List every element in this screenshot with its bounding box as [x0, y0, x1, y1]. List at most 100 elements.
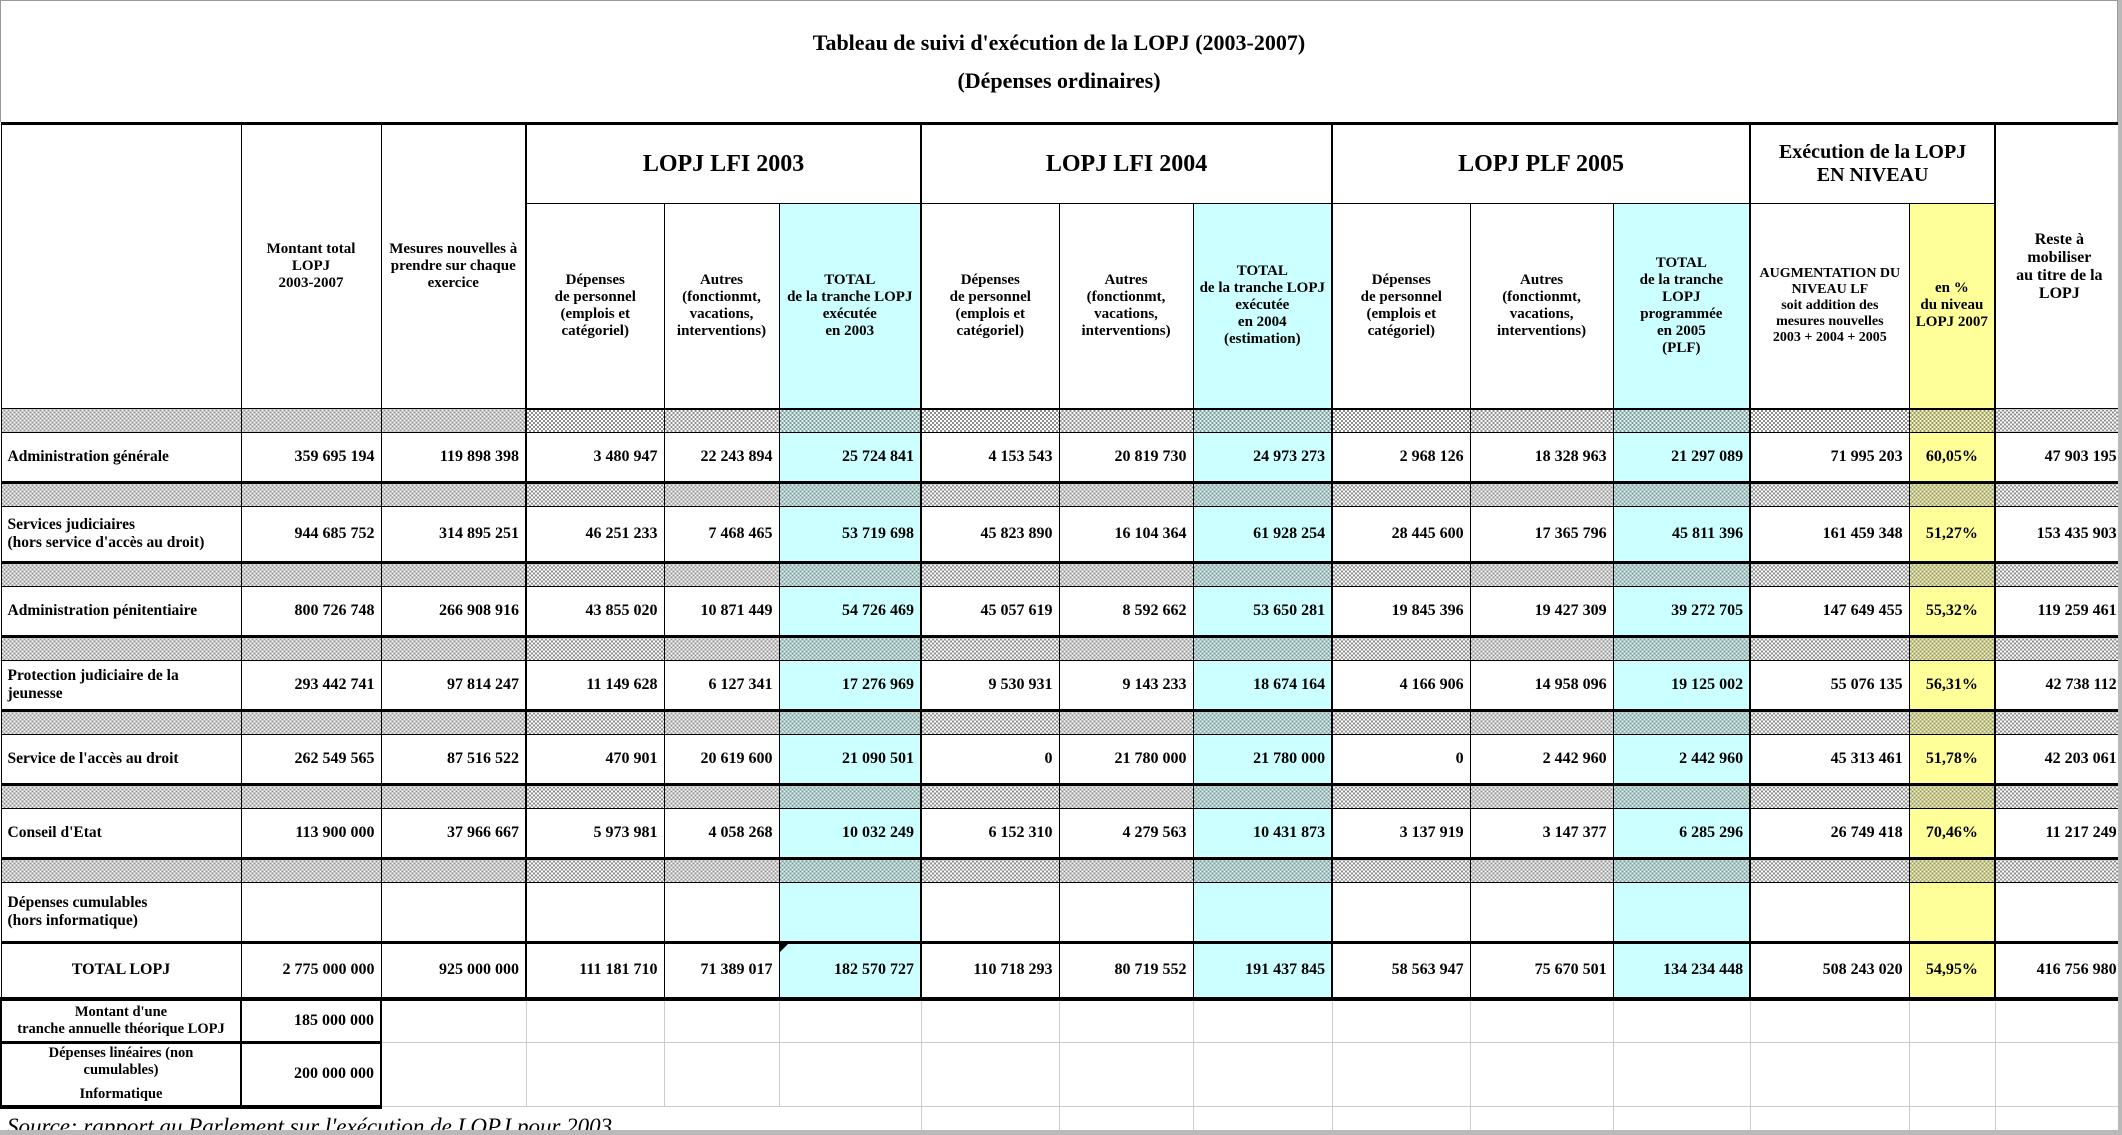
cell[interactable]: 53 650 281: [1192, 586, 1333, 637]
cell[interactable]: 6 127 341: [663, 660, 780, 711]
cell[interactable]: 4 058 268: [663, 808, 780, 859]
cell[interactable]: 17 365 796: [1469, 506, 1614, 563]
cell[interactable]: 56,31%: [1908, 660, 1996, 711]
cell[interactable]: 45 823 890: [920, 506, 1060, 563]
cell[interactable]: 97 814 247: [380, 660, 527, 711]
cell[interactable]: 10 871 449: [663, 586, 780, 637]
cell[interactable]: 119 259 461: [1994, 586, 2118, 637]
cell[interactable]: 25 724 841: [778, 432, 922, 483]
col-header-mesures-nouvelles[interactable]: Mesures nouvelles à prendre sur chaque e…: [380, 122, 527, 409]
cell[interactable]: 55,32%: [1908, 586, 1996, 637]
cell[interactable]: [525, 882, 665, 943]
cell[interactable]: 61 928 254: [1192, 506, 1333, 563]
cell[interactable]: 0: [920, 734, 1060, 785]
cell[interactable]: 416 756 980: [1994, 941, 2118, 1001]
cell[interactable]: 80 719 552: [1058, 941, 1194, 1001]
cell[interactable]: [1331, 1106, 1471, 1130]
cell[interactable]: 10 431 873: [1192, 808, 1333, 859]
cell[interactable]: 266 908 916: [380, 586, 527, 637]
cell[interactable]: 28 445 600: [1331, 506, 1471, 563]
cell[interactable]: 4 166 906: [1331, 660, 1471, 711]
cell[interactable]: 314 895 251: [380, 506, 527, 563]
row-label[interactable]: Administration générale: [0, 432, 242, 483]
cell[interactable]: 17 276 969: [778, 660, 922, 711]
cell[interactable]: 39 272 705: [1612, 586, 1751, 637]
cell[interactable]: [1908, 1042, 1996, 1107]
cell[interactable]: 11 149 628: [525, 660, 665, 711]
cell[interactable]: 21 090 501: [778, 734, 922, 785]
cell[interactable]: [1749, 1042, 1910, 1107]
cell[interactable]: [1192, 882, 1333, 943]
cell[interactable]: 20 819 730: [1058, 432, 1194, 483]
cell[interactable]: 470 901: [525, 734, 665, 785]
cell[interactable]: [1994, 998, 2118, 1043]
cell[interactable]: 6 285 296: [1612, 808, 1751, 859]
source-note[interactable]: Source: rapport au Parlement sur l'exécu…: [1, 1106, 922, 1130]
cell[interactable]: 18 674 164: [1192, 660, 1333, 711]
cell[interactable]: 19 845 396: [1331, 586, 1471, 637]
cell[interactable]: 42 738 112: [1994, 660, 2118, 711]
cell[interactable]: [1612, 998, 1751, 1043]
col-header-montant-total[interactable]: Montant total LOPJ 2003-2007: [240, 122, 382, 409]
cell[interactable]: [1331, 882, 1471, 943]
cell[interactable]: 70,46%: [1908, 808, 1996, 859]
cell[interactable]: 6 152 310: [920, 808, 1060, 859]
cell[interactable]: [1908, 1106, 1996, 1130]
cell[interactable]: 54 726 469: [778, 586, 922, 637]
cell[interactable]: 3 147 377: [1469, 808, 1614, 859]
cell[interactable]: [1749, 998, 1910, 1043]
cell[interactable]: 2 968 126: [1331, 432, 1471, 483]
cell[interactable]: 110 718 293: [920, 941, 1060, 1001]
cell[interactable]: 119 898 398: [380, 432, 527, 483]
cell[interactable]: 134 234 448: [1612, 941, 1751, 1001]
cell[interactable]: 21 780 000: [1058, 734, 1194, 785]
cell-with-comment-marker[interactable]: 182 570 727: [778, 941, 922, 1001]
cell[interactable]: [1192, 1042, 1333, 1107]
col-header-autres-2005[interactable]: Autres (fonctionmt, vacations, intervent…: [1469, 203, 1614, 410]
cell[interactable]: [1612, 1042, 1751, 1107]
cell[interactable]: 4 153 543: [920, 432, 1060, 483]
row-label-total[interactable]: TOTAL LOPJ: [0, 941, 242, 1001]
cell[interactable]: 55 076 135: [1749, 660, 1910, 711]
cell[interactable]: 43 855 020: [525, 586, 665, 637]
cell[interactable]: [1192, 998, 1333, 1043]
cell[interactable]: [663, 1042, 780, 1107]
cell[interactable]: [1908, 882, 1996, 943]
corner-cell[interactable]: [0, 122, 242, 409]
cell[interactable]: [1058, 1042, 1194, 1107]
cell[interactable]: 21 780 000: [1192, 734, 1333, 785]
cell[interactable]: 42 203 061: [1994, 734, 2118, 785]
cell[interactable]: 185 000 000: [240, 997, 382, 1044]
row-label[interactable]: Protection judiciaire de la jeunesse: [0, 660, 242, 711]
cell[interactable]: 3 137 919: [1331, 808, 1471, 859]
cell[interactable]: 2 775 000 000: [240, 941, 382, 1001]
cell[interactable]: [1908, 998, 1996, 1043]
cell[interactable]: 60,05%: [1908, 432, 1996, 483]
col-header-augmentation-niveau[interactable]: AUGMENTATION DU NIVEAU LF soit addition …: [1749, 203, 1910, 410]
cell[interactable]: 46 251 233: [525, 506, 665, 563]
cell[interactable]: 2 442 960: [1612, 734, 1751, 785]
cell[interactable]: 111 181 710: [525, 941, 665, 1001]
cell[interactable]: 4 279 563: [1058, 808, 1194, 859]
col-header-dep-personnel-2004[interactable]: Dépenses de personnel (emplois et catégo…: [920, 203, 1060, 410]
row-label[interactable]: Service de l'accès au droit: [0, 734, 242, 785]
cell[interactable]: 21 297 089: [1612, 432, 1751, 483]
cell[interactable]: 3 480 947: [525, 432, 665, 483]
cell[interactable]: 47 903 195: [1994, 432, 2118, 483]
cell[interactable]: [1469, 882, 1614, 943]
row-label[interactable]: Services judiciaires (hors service d'acc…: [0, 506, 242, 563]
cell[interactable]: [1192, 1106, 1333, 1130]
cell[interactable]: 925 000 000: [380, 941, 527, 1001]
cell[interactable]: [1331, 1042, 1471, 1107]
cell[interactable]: 147 649 455: [1749, 586, 1910, 637]
cell[interactable]: 18 328 963: [1469, 432, 1614, 483]
cell[interactable]: 7 468 465: [663, 506, 780, 563]
cell[interactable]: 113 900 000: [240, 808, 382, 859]
cell[interactable]: [920, 998, 1060, 1043]
cell[interactable]: 75 670 501: [1469, 941, 1614, 1001]
cell[interactable]: [525, 998, 665, 1043]
cell[interactable]: 10 032 249: [778, 808, 922, 859]
cell[interactable]: 19 427 309: [1469, 586, 1614, 637]
cell[interactable]: 37 966 667: [380, 808, 527, 859]
cell[interactable]: 800 726 748: [240, 586, 382, 637]
